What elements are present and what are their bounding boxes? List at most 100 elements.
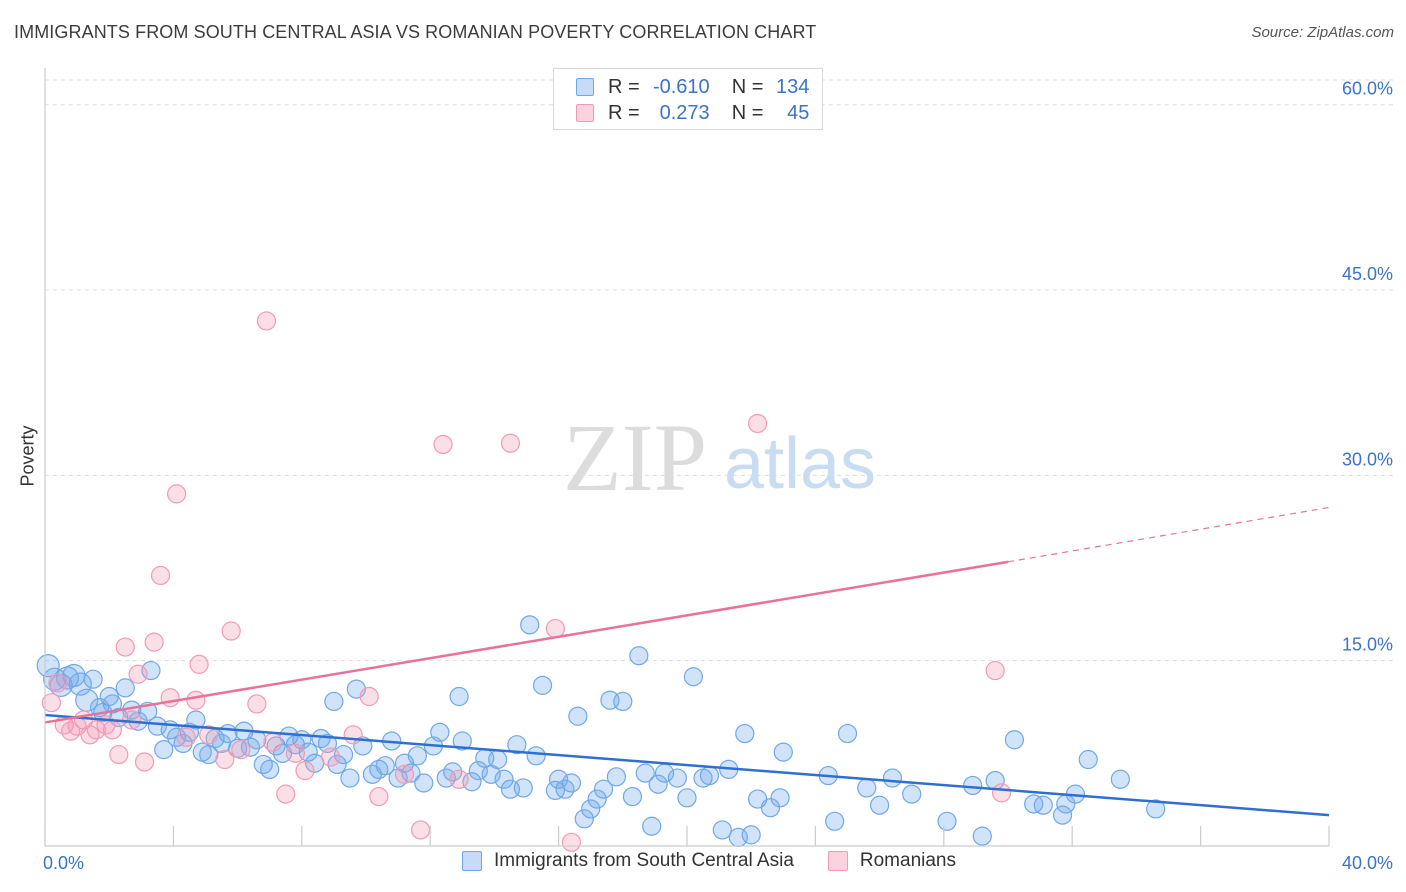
immigrants-point <box>587 789 607 809</box>
immigrants-point <box>770 788 790 808</box>
romanians-trendline <box>44 560 1009 724</box>
immigrants-point <box>507 735 527 755</box>
immigrants-point <box>741 825 761 845</box>
romanians-point <box>321 747 341 767</box>
immigrants-point <box>613 691 633 712</box>
romanians-point <box>215 749 235 770</box>
immigrants-point <box>1004 730 1025 750</box>
immigrants-point <box>247 730 267 750</box>
romanians-point <box>433 434 453 455</box>
romanians-point <box>449 769 469 789</box>
immigrants-point <box>401 763 421 783</box>
romanians-point <box>359 686 379 707</box>
immigrants-point <box>430 722 450 742</box>
stats-row-blue: R = -0.610 N = 134 <box>576 74 809 100</box>
immigrants-point <box>568 706 588 726</box>
watermark-atlas: atlas <box>724 424 876 504</box>
immigrants-point <box>253 754 273 775</box>
immigrants-point <box>937 811 957 831</box>
romanians-point <box>128 664 148 684</box>
immigrants-point <box>311 728 331 749</box>
immigrants-point <box>545 780 565 801</box>
romanians-point <box>276 784 296 804</box>
watermark-zip: ZIP <box>563 404 707 511</box>
immigrants-point <box>488 749 508 770</box>
immigrants-point <box>375 756 395 776</box>
immigrants-point <box>882 768 903 788</box>
romanians-point <box>394 764 415 784</box>
legend-swatch-pink <box>827 851 848 871</box>
immigrants-point <box>324 691 344 712</box>
romanians-point <box>86 720 106 740</box>
legend-swatch-blue <box>462 851 482 871</box>
y-tick-label: 60.0% <box>1342 79 1393 99</box>
n-value: 45 <box>787 101 810 124</box>
immigrants-point <box>141 660 161 681</box>
immigrants-point <box>667 768 687 788</box>
n-value: 134 <box>776 75 810 98</box>
immigrants-point <box>902 784 922 804</box>
y-tick-label: 45.0% <box>1342 264 1393 284</box>
immigrants-point <box>735 723 755 744</box>
romanians-point <box>410 820 431 840</box>
immigrants-point <box>677 788 697 808</box>
romanians-point <box>48 673 68 693</box>
immigrants-point <box>452 731 472 751</box>
romanians-point <box>41 693 62 713</box>
immigrants-point <box>449 686 469 707</box>
trend-layer <box>44 506 1330 817</box>
romanians-point <box>167 484 187 504</box>
immigrants-point <box>1024 794 1044 814</box>
immigrants-point <box>83 669 103 689</box>
immigrants-point <box>1146 799 1166 819</box>
romanians-point <box>144 632 164 652</box>
immigrants-point <box>327 754 347 775</box>
immigrants-point <box>494 769 514 789</box>
r-value: -0.610 <box>652 75 710 98</box>
points-layer <box>36 311 1166 852</box>
immigrants-point <box>548 769 569 789</box>
romanians-point <box>285 743 305 763</box>
romanians-point <box>189 654 209 674</box>
immigrants-point <box>340 768 360 788</box>
romanians-point <box>176 727 196 747</box>
immigrants-point <box>760 798 781 818</box>
immigrants-point <box>353 736 373 756</box>
immigrants-point <box>513 778 533 798</box>
y-tick-label: 30.0% <box>1342 449 1393 469</box>
legend-swatch-blue <box>576 78 594 96</box>
romanians-point <box>500 433 521 453</box>
n-label: N = <box>731 75 764 98</box>
immigrants-point <box>443 762 463 782</box>
immigrants-point <box>1078 749 1098 770</box>
immigrants-point <box>561 773 582 793</box>
immigrants-point <box>1110 769 1130 789</box>
legend-label: Immigrants from South Central Asia <box>494 850 794 871</box>
immigrants-point <box>837 723 858 744</box>
romanians-point <box>256 311 277 331</box>
immigrants-point <box>972 826 992 846</box>
immigrants-point <box>154 740 174 760</box>
romanians-point <box>199 725 219 745</box>
immigrants-point <box>407 746 427 766</box>
x-tick-label: 0.0% <box>43 853 84 873</box>
immigrants-point <box>825 811 845 831</box>
immigrants-point <box>963 775 983 796</box>
legend-item-immigrants: Immigrants from South Central Asia <box>462 850 794 872</box>
immigrants-point <box>526 746 546 766</box>
legend-label: Romanians <box>859 850 956 871</box>
immigrants-point <box>266 736 286 756</box>
romanians-point <box>561 832 582 852</box>
immigrants-point <box>593 779 614 799</box>
immigrants-point <box>857 778 877 798</box>
romanians-point <box>102 720 123 740</box>
immigrants-point <box>1052 805 1073 825</box>
romanians-point <box>160 688 180 708</box>
series-legend: Immigrants from South Central Asia Roman… <box>462 850 990 872</box>
immigrants-point <box>532 675 553 695</box>
romanians-point <box>231 740 251 760</box>
x-tick-label: 40.0% <box>1342 853 1393 873</box>
romanians-point <box>247 694 267 714</box>
romanians-point <box>150 565 171 586</box>
immigrants-point <box>1033 795 1053 815</box>
